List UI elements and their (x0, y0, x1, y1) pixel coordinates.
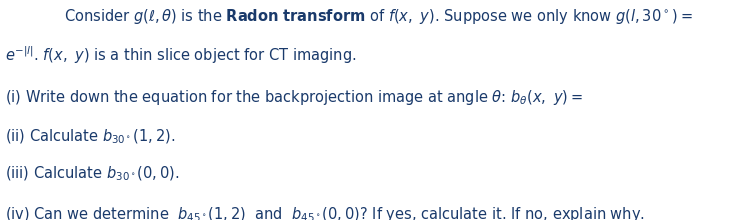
Text: (iv) Can we determine  $b_{45^\circ}(1, 2)$  and  $b_{45^\circ}(0, 0)$? If yes, : (iv) Can we determine $b_{45^\circ}(1, 2… (5, 205, 646, 220)
Text: $e^{-|l|}$. $f(x,\ y)$ is a thin slice object for CT imaging.: $e^{-|l|}$. $f(x,\ y)$ is a thin slice o… (5, 44, 357, 66)
Text: Consider $g(\ell, \theta)$ is the $\mathbf{Radon\ transform}$ of $f(x,\ y)$. Sup: Consider $g(\ell, \theta)$ is the $\math… (64, 7, 692, 26)
Text: (iii) Calculate $b_{30^\circ}(0, 0)$.: (iii) Calculate $b_{30^\circ}(0, 0)$. (5, 165, 180, 183)
Text: (i) Write down the equation for the backprojection image at angle $\theta$: $b_{: (i) Write down the equation for the back… (5, 88, 583, 107)
Text: (ii) Calculate $b_{30^\circ}(1, 2)$.: (ii) Calculate $b_{30^\circ}(1, 2)$. (5, 128, 175, 146)
